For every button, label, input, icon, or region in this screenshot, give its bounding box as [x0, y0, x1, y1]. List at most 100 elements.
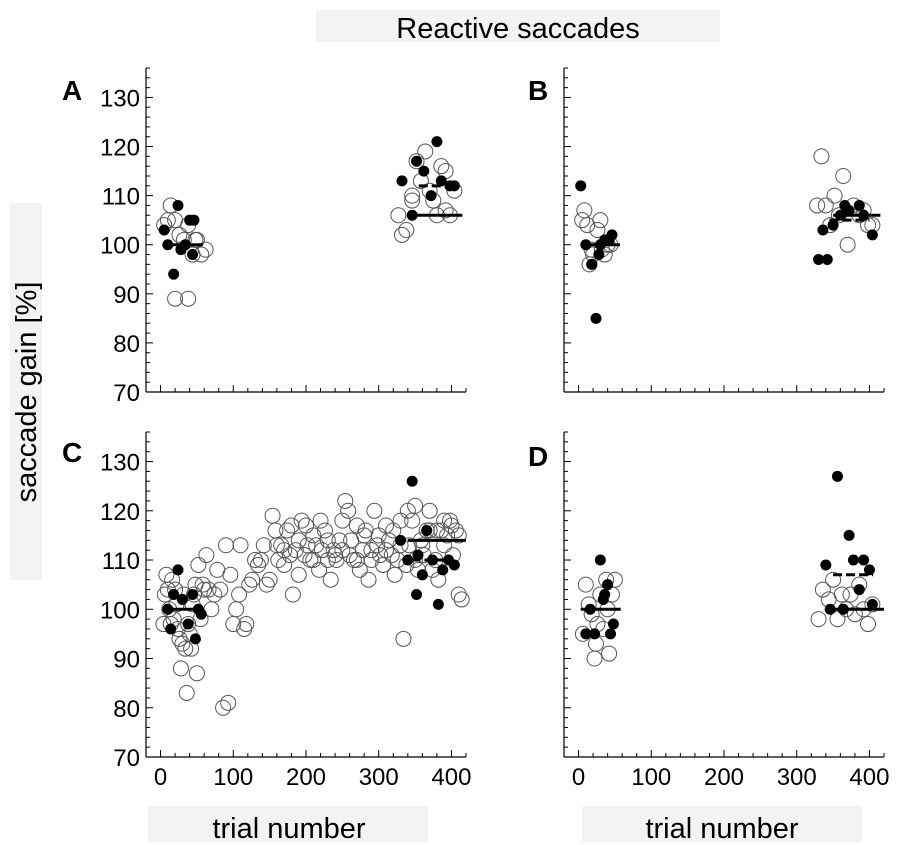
- x-axis-label-left: trial number: [212, 813, 365, 845]
- data-point-filled: [188, 214, 200, 226]
- data-point-open: [346, 552, 362, 569]
- data-point-filled: [853, 199, 865, 211]
- data-point-open: [241, 576, 258, 593]
- x-tick-label: 0: [572, 764, 585, 791]
- data-point-open: [305, 552, 322, 569]
- y-axis-label: saccade gain [%]: [11, 282, 43, 503]
- data-point-open: [864, 596, 881, 613]
- data-point-filled: [866, 598, 878, 610]
- data-point-filled: [821, 253, 833, 265]
- data-point-filled: [172, 199, 184, 211]
- data-point-open: [835, 168, 852, 184]
- x-tick-label: 300: [359, 764, 399, 791]
- data-point-filled: [411, 589, 423, 600]
- data-point-open: [188, 665, 205, 682]
- data-point-filled: [182, 618, 194, 630]
- data-point-open: [404, 192, 421, 209]
- panel-label-d: D: [528, 441, 548, 472]
- data-point-open: [589, 222, 606, 238]
- x-tick-label: 300: [777, 764, 817, 791]
- data-point-open: [222, 566, 239, 583]
- data-point-open: [232, 537, 249, 554]
- data-point-filled: [421, 524, 433, 536]
- data-point-open: [372, 547, 389, 564]
- data-point-filled: [176, 593, 188, 605]
- data-point-open: [436, 512, 453, 529]
- data-point-open: [817, 197, 834, 214]
- data-point-open: [178, 684, 195, 701]
- data-point-filled: [411, 155, 423, 167]
- panel-label-a: A: [62, 75, 82, 106]
- data-point-open: [293, 512, 310, 529]
- y-tick-label: 100: [100, 597, 140, 624]
- data-point-filled: [418, 165, 430, 177]
- data-point-open: [601, 645, 618, 662]
- data-point-open: [395, 630, 412, 647]
- data-point-filled: [831, 470, 843, 482]
- data-point-filled: [827, 219, 839, 231]
- data-point-filled: [866, 229, 878, 241]
- data-point-open: [238, 616, 255, 633]
- data-point-open: [334, 542, 351, 559]
- data-point-open: [351, 561, 368, 578]
- data-point-open: [311, 561, 328, 578]
- data-point-filled: [580, 628, 592, 640]
- data-point-open: [398, 222, 415, 238]
- data-point-open: [180, 616, 197, 633]
- data-point-open: [220, 694, 237, 711]
- data-point-open: [348, 552, 365, 569]
- data-point-open: [261, 571, 278, 588]
- data-point-filled: [165, 623, 177, 635]
- y-tick-label: 110: [102, 184, 140, 211]
- data-point-open: [813, 148, 830, 165]
- data-point-filled: [820, 559, 832, 571]
- data-point-open: [322, 571, 339, 588]
- x-tick-label: 100: [631, 764, 671, 791]
- y-tick-label: 80: [113, 696, 140, 723]
- data-point-filled: [435, 175, 447, 187]
- data-point-open: [437, 202, 454, 219]
- data-point-filled: [575, 180, 587, 192]
- data-point-filled: [858, 554, 870, 566]
- data-point-filled: [607, 618, 619, 630]
- data-point-open: [592, 212, 609, 229]
- data-point-filled: [589, 628, 601, 640]
- panel-b: B: [528, 67, 885, 393]
- data-point-open: [340, 502, 357, 519]
- data-point-filled: [863, 564, 875, 576]
- data-point-filled: [817, 224, 829, 236]
- data-point-filled: [187, 249, 199, 261]
- y-tick-label: 90: [113, 282, 140, 309]
- data-point-filled: [425, 190, 437, 202]
- data-point-open: [264, 507, 281, 524]
- data-point-filled: [431, 136, 443, 148]
- data-point-filled: [168, 589, 180, 600]
- y-tick-label: 70: [113, 380, 140, 407]
- data-point-open: [186, 586, 202, 603]
- data-point-open: [212, 581, 229, 598]
- data-point-filled: [195, 608, 207, 620]
- title-band: [316, 10, 720, 42]
- data-point-filled: [189, 633, 201, 645]
- data-point-open: [284, 586, 301, 603]
- xlabel-band-right: [582, 806, 862, 842]
- data-point-open: [197, 241, 214, 258]
- data-point-open: [356, 527, 373, 544]
- data-point-open: [814, 581, 831, 598]
- data-point-filled: [172, 564, 184, 576]
- data-point-open: [250, 556, 266, 573]
- data-point-open: [164, 571, 181, 588]
- data-point-open: [180, 290, 197, 307]
- data-point-open: [187, 231, 204, 248]
- data-point-open: [218, 537, 234, 554]
- data-point-open: [276, 542, 293, 559]
- data-point-open: [316, 522, 333, 539]
- data-point-open: [829, 611, 846, 628]
- data-point-open: [826, 187, 843, 204]
- data-point-open: [370, 527, 387, 544]
- y-tick-label: 130: [100, 85, 140, 112]
- data-point-open: [436, 537, 453, 554]
- data-point-open: [283, 517, 300, 534]
- x-tick-label: 200: [704, 764, 744, 791]
